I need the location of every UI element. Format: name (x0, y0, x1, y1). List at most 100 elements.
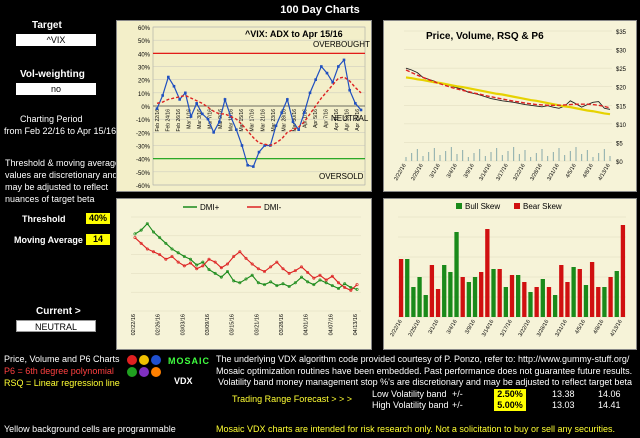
dmi-point (207, 268, 211, 272)
skew-bar (571, 267, 576, 317)
dmi-point (287, 271, 291, 275)
adx-x-tick: Feb 26/16 (176, 109, 182, 132)
skew-x-tick: 3/4/16 (446, 319, 459, 335)
skew-bar (546, 287, 552, 317)
note-line-4: nuances of target beta (5, 194, 95, 204)
adx-y-tick: -60% (136, 184, 151, 190)
adx-point (161, 94, 164, 97)
skew-bar (577, 269, 582, 317)
neutral-label: NEUTRAL (331, 114, 369, 123)
dmi-point (201, 264, 205, 268)
adx-point (223, 98, 227, 101)
note-line-2: values are discretionary and (5, 170, 118, 180)
skew-x-tick: 2/25/16 (408, 319, 422, 338)
low-vol-pct[interactable]: 2.50% (494, 389, 526, 400)
target-field[interactable]: ^VIX (16, 34, 96, 46)
adx-x-tick: Mar 30/16 (292, 109, 298, 132)
dmi-point (306, 270, 310, 274)
skew-bar (442, 265, 447, 317)
adx-x-tick: Feb 22/16 (155, 109, 161, 132)
adx-point (178, 98, 181, 101)
dmi-series-line (134, 222, 358, 290)
skew-bar (429, 265, 435, 317)
dmi-point (275, 284, 279, 288)
adx-y-tick: -40% (136, 158, 151, 164)
credit-line: The underlying VDX algorithm code provid… (216, 354, 630, 364)
adx-x-tick: Mar 17/16 (250, 109, 256, 132)
dmi-legend-label: DMI- (264, 203, 282, 212)
price-x-tick: 3/28/16 (529, 163, 543, 182)
adx-series-line (156, 76, 362, 147)
dmi-point (139, 228, 143, 232)
adx-x-tick: Mar 23/16 (271, 109, 277, 132)
dmi-point (343, 282, 347, 286)
adx-y-tick: 0% (141, 105, 150, 111)
price-x-tick: 4/13/16 (597, 163, 611, 182)
adx-x-tick: Apr 1/16 (302, 109, 308, 128)
adx-point (263, 144, 266, 147)
price-x-tick: 3/14/16 (478, 163, 492, 182)
dmi-x-tick: 03/09/16 (205, 314, 211, 335)
dmi-point (133, 236, 137, 240)
price-series-line (405, 67, 611, 110)
adx-y-tick: 60% (138, 26, 151, 32)
adx-x-tick: Apr 7/16 (323, 109, 329, 128)
dmi-point (281, 282, 285, 286)
adx-point (359, 108, 363, 112)
ma-input[interactable]: 14 (86, 234, 110, 245)
dmi-point (226, 270, 230, 274)
skew-bar (540, 279, 545, 317)
adx-x-tick: Apr 11/16 (334, 109, 340, 131)
skew-bar (522, 282, 527, 317)
dmi-point (300, 265, 304, 269)
skew-x-tick: 4/13/16 (609, 319, 623, 338)
dmi-point (343, 286, 347, 290)
price-x-tick: 3/4/16 (446, 163, 459, 179)
price-x-tick: 3/17/16 (495, 163, 509, 182)
dmi-point (207, 257, 211, 261)
skew-x-tick: 3/14/16 (481, 319, 495, 338)
past-performance: Past performance does not guarantee futu… (424, 366, 633, 376)
adx-y-tick: 50% (138, 39, 151, 45)
dmi-point (201, 260, 205, 264)
dmi-point (170, 254, 174, 258)
skew-bar (485, 229, 490, 317)
skew-bar (411, 287, 416, 317)
price-x-tick: 2/22/16 (393, 163, 407, 182)
period-label: Charting Period (20, 114, 83, 124)
dmi-point (269, 265, 273, 269)
logo-sub: VDX (174, 376, 193, 386)
note-line-3: may be adjusted to reflect (5, 182, 109, 192)
skew-bar (608, 277, 613, 317)
skew-legend-swatch (456, 203, 462, 209)
dmi-point (250, 273, 254, 277)
legend-line-2: P6 = 6th degree polynomial (4, 366, 114, 376)
volweight-label: Vol-weighting (20, 69, 85, 80)
price-x-tick: 3/31/16 (546, 163, 560, 182)
skew-x-tick: 3/28/16 (536, 319, 550, 338)
dmi-point (256, 267, 260, 271)
dmi-point (355, 283, 359, 287)
skew-x-tick: 4/5/16 (574, 319, 587, 335)
adx-point (297, 128, 300, 131)
price-series-line (405, 76, 611, 116)
dmi-point (281, 267, 285, 271)
dmi-point (151, 250, 155, 254)
threshold-input[interactable]: 40% (86, 213, 110, 224)
skew-bar (454, 232, 459, 317)
price-y-tick: $15 (616, 104, 627, 110)
adx-point (212, 131, 215, 134)
low-vol-high: 14.06 (598, 389, 621, 399)
dmi-point (355, 287, 359, 291)
adx-point (348, 88, 351, 92)
dmi-legend-label: DMI+ (200, 203, 220, 212)
high-vol-pct[interactable]: 5.00% (494, 400, 526, 411)
dmi-point (263, 270, 267, 274)
adx-x-tick: Apr 15/16 (355, 109, 361, 131)
adx-x-tick: Apr 5/16 (313, 109, 319, 128)
adx-point (252, 165, 255, 168)
dmi-point (312, 276, 316, 280)
skew-bar (460, 277, 465, 317)
adx-point (195, 102, 198, 105)
volweight-field[interactable]: no (16, 83, 96, 95)
